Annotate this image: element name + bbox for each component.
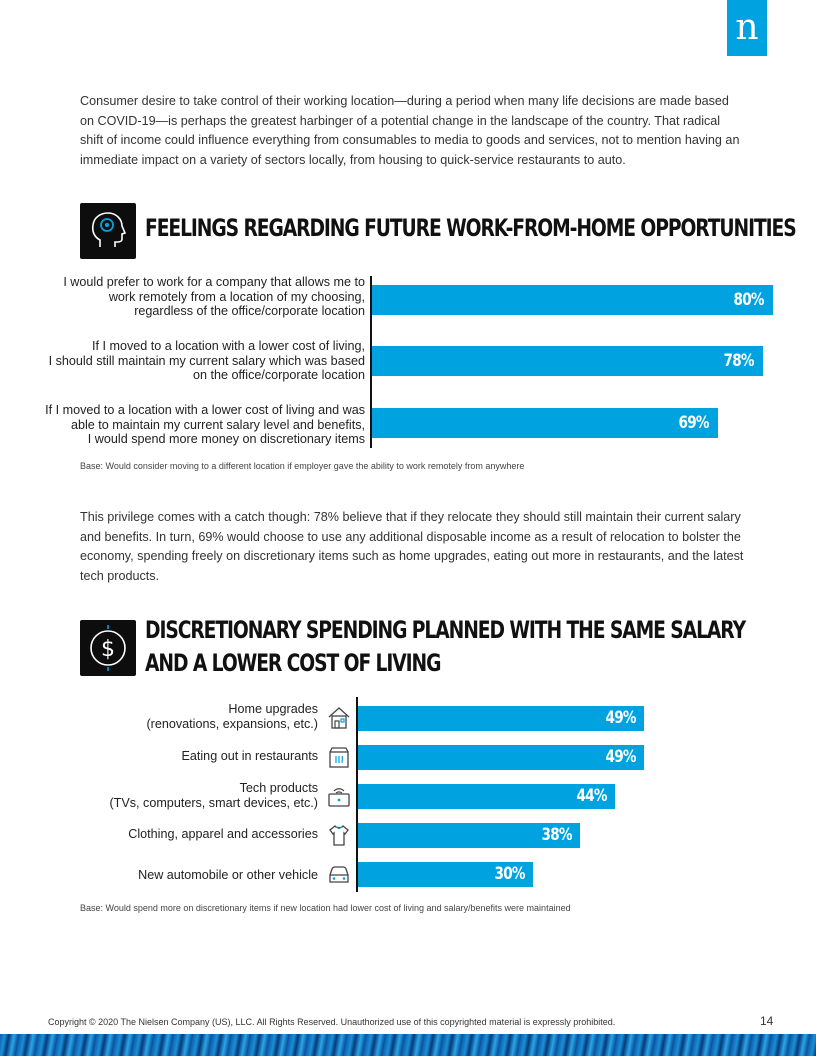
chart2-category-label: Tech products (TVs, computers, smart devi…	[78, 781, 318, 810]
restaurant-icon	[326, 744, 352, 770]
chart2-title: DISCRETIONARY SPENDING PLANNED WITH THE …	[145, 614, 746, 680]
chart1-category-label: I would prefer to work for a company tha…	[35, 275, 365, 319]
chart2-bar-value: 49%	[605, 747, 637, 767]
chart1-category-label-line: able to maintain my current salary level…	[70, 417, 365, 432]
nielsen-logo: n	[727, 0, 767, 56]
svg-text:$: $	[101, 637, 115, 662]
head-brain-icon	[80, 203, 136, 259]
chart1-category-label: If I moved to a location with a lower co…	[35, 403, 365, 447]
body-paragraph: This privilege comes with a catch though…	[80, 510, 744, 583]
chart2-category-label-line: Home upgrades	[228, 702, 318, 716]
chart2-title-line2: AND A LOWER COST OF LIVING	[145, 649, 441, 677]
chart2-base-note: Base: Would spend more on discretionary …	[80, 903, 571, 913]
chart2-bar	[358, 862, 533, 887]
chart2-bar-value: 49%	[605, 708, 637, 728]
chart1-bar	[372, 285, 773, 315]
chart2-category-label: Clothing, apparel and accessories	[78, 827, 318, 842]
chart1-bar	[372, 408, 718, 438]
chart1-base-note: Base: Would consider moving to a differe…	[80, 461, 525, 471]
decorative-footer-strip	[0, 1034, 816, 1056]
chart2-category-label: New automobile or other vehicle	[78, 868, 318, 883]
chart2-category-label-line: Clothing, apparel and accessories	[128, 827, 318, 841]
chart1-category-label-line: regardless of the office/corporate locat…	[134, 304, 365, 318]
chart2-category-label: Eating out in restaurants	[78, 749, 318, 764]
chart1-bar	[372, 346, 763, 376]
page-number: 14	[760, 1014, 774, 1028]
intro-paragraph: Consumer desire to take control of their…	[80, 94, 740, 167]
chart2-title-line1: DISCRETIONARY SPENDING PLANNED WITH THE …	[145, 616, 746, 644]
chart2-bar-value: 38%	[541, 825, 572, 845]
chart2-category-label-line: (renovations, expansions, etc.)	[146, 716, 318, 731]
chart1-category-label-line: I should still maintain my current salar…	[48, 353, 365, 368]
chart1-bar-value: 78%	[723, 351, 755, 371]
chart2-bar	[358, 706, 644, 731]
chart2-bar-value: 30%	[494, 864, 526, 884]
shirt-icon	[326, 822, 352, 848]
chart2-category-label-line: Eating out in restaurants	[181, 749, 318, 763]
chart1-bar-value: 69%	[678, 413, 710, 433]
dollar-coin-icon: $	[80, 620, 136, 676]
chart2-bar	[358, 784, 615, 809]
chart2-category-label-line: Tech products	[239, 781, 318, 795]
chart2-axis	[356, 697, 358, 892]
car-icon	[326, 861, 352, 887]
chart1-category-label-line: If I moved to a location with a lower co…	[45, 403, 365, 417]
chart1-category-label-line: I would prefer to work for a company tha…	[63, 275, 365, 289]
chart2-bar	[358, 823, 580, 848]
chart1-axis	[370, 276, 372, 448]
chart1-title: FEELINGS REGARDING FUTURE WORK-FROM-HOME…	[145, 214, 797, 242]
chart1-category-label-line: If I moved to a location with a lower co…	[92, 339, 365, 353]
chart1-category-label-line: on the office/corporate location	[193, 368, 365, 382]
chart2-category-label-line: (TVs, computers, smart devices, etc.)	[109, 795, 318, 810]
chart1-category-label-line: I would spend more money on discretionar…	[87, 432, 365, 446]
chart2-bar-value: 44%	[576, 786, 607, 806]
chart1-category-label-line: work remotely from a location of my choo…	[108, 289, 365, 304]
chart1-bar-value: 80%	[733, 290, 765, 310]
copyright-footer: Copyright © 2020 The Nielsen Company (US…	[48, 1017, 616, 1027]
tv-wifi-icon	[326, 783, 352, 809]
chart2-category-label: Home upgrades (renovations, expansions, e…	[78, 702, 318, 731]
chart2-bar	[358, 745, 644, 770]
house-icon	[326, 705, 352, 731]
chart2-category-label-line: New automobile or other vehicle	[138, 868, 318, 882]
chart1-category-label: If I moved to a location with a lower co…	[35, 339, 365, 383]
